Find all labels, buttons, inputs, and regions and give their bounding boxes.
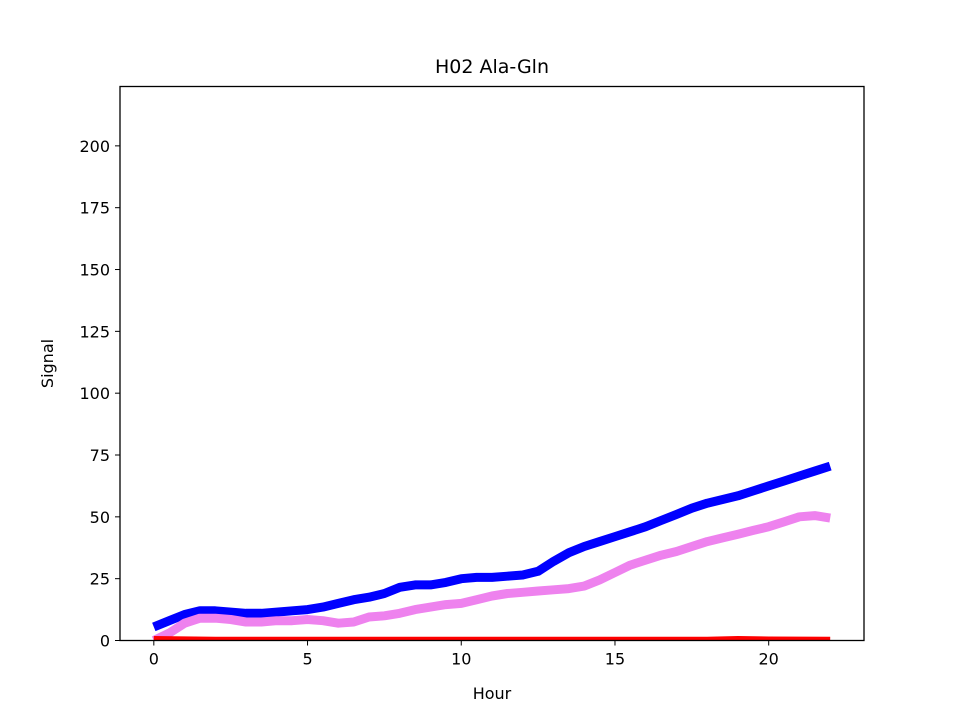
x-axis: 0 5 10 15 20 [149,640,779,669]
y-tick-label: 25 [90,570,110,589]
chart-title: H02 Ala-Gln [435,56,549,78]
y-tick-label: 200 [79,137,110,156]
series-line-1 [152,461,832,632]
x-tick-label: 0 [149,650,159,669]
y-tick-label: 50 [90,508,110,527]
series-line-2 [151,511,831,641]
x-tick-label: 15 [605,650,625,669]
y-tick-label: 0 [100,632,110,651]
x-tick-label: 20 [759,650,779,669]
y-tick-label: 125 [79,322,110,341]
y-tick-label: 75 [90,446,110,465]
y-axis: 0 25 50 75 100 125 150 175 200 [79,137,120,651]
y-axis-title: Signal [38,339,57,388]
y-tick-label: 150 [79,261,110,280]
plot-area [151,461,832,641]
x-tick-label: 10 [451,650,471,669]
series-line-3 [153,636,831,641]
y-tick-label: 175 [79,199,110,218]
x-axis-title: Hour [473,684,512,703]
x-tick-label: 5 [302,650,312,669]
y-tick-label: 100 [79,384,110,403]
plot-frame [119,85,865,642]
